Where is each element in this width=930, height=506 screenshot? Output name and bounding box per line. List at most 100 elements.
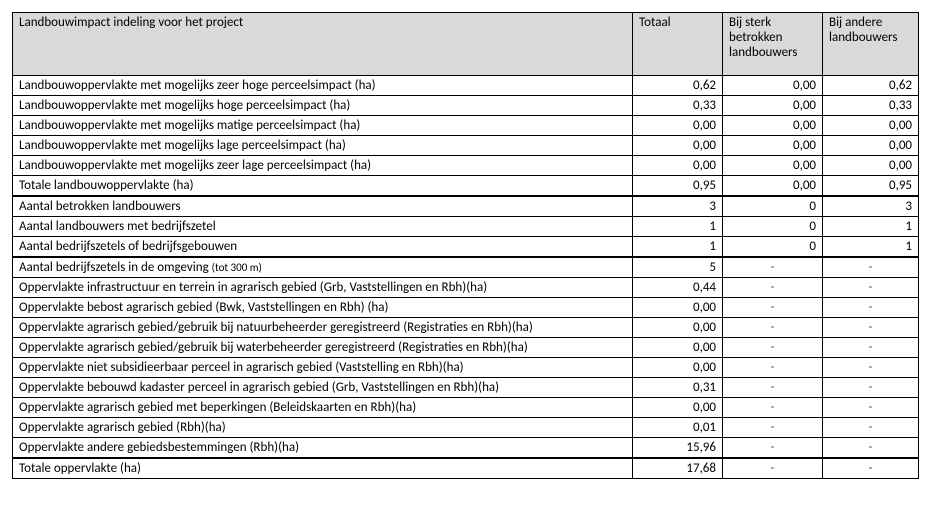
cell-andere: - xyxy=(823,378,919,398)
cell-totaal: 0,62 xyxy=(633,76,723,96)
row-label: Landbouwoppervlakte met mogelijks matige… xyxy=(13,116,633,136)
table-body: Landbouwoppervlakte met mogelijks zeer h… xyxy=(13,76,919,479)
row-label: Oppervlakte bebost agrarisch gebied (Bwk… xyxy=(13,298,633,318)
cell-sterk: - xyxy=(723,298,823,318)
table-row: Aantal bedrijfszetels in de omgeving (to… xyxy=(13,257,919,278)
cell-andere: 0,95 xyxy=(823,176,919,197)
cell-sterk: 0,00 xyxy=(723,116,823,136)
cell-andere: - xyxy=(823,278,919,298)
cell-sterk: - xyxy=(723,358,823,378)
table-header-row: Landbouwimpact indeling voor het project… xyxy=(13,13,919,76)
col-header-totaal: Totaal xyxy=(633,13,723,76)
row-label-suffix: (tot 300 m) xyxy=(212,261,262,274)
table-row: Oppervlakte agrarisch gebied met beperki… xyxy=(13,398,919,418)
cell-andere: - xyxy=(823,257,919,278)
cell-totaal: 0,00 xyxy=(633,136,723,156)
cell-sterk: 0 xyxy=(723,237,823,258)
col-header-label: Landbouwimpact indeling voor het project xyxy=(13,13,633,76)
table-row: Landbouwoppervlakte met mogelijks matige… xyxy=(13,116,919,136)
cell-sterk: - xyxy=(723,398,823,418)
row-label: Oppervlakte niet subsidieerbaar perceel … xyxy=(13,358,633,378)
cell-sterk: 0,00 xyxy=(723,156,823,176)
table-row: Aantal bedrijfszetels of bedrijfsgebouwe… xyxy=(13,237,919,258)
cell-totaal: 1 xyxy=(633,217,723,237)
cell-sterk: - xyxy=(723,458,823,479)
cell-totaal: 3 xyxy=(633,196,723,217)
table-row: Oppervlakte agrarisch gebied (Rbh)(ha)0,… xyxy=(13,418,919,438)
cell-andere: - xyxy=(823,358,919,378)
cell-andere: 0,00 xyxy=(823,136,919,156)
cell-andere: 0,62 xyxy=(823,76,919,96)
row-label: Oppervlakte agrarisch gebied/gebruik bij… xyxy=(13,338,633,358)
cell-sterk: 0 xyxy=(723,217,823,237)
row-label: Oppervlakte infrastructuur en terrein in… xyxy=(13,278,633,298)
row-label: Aantal betrokken landbouwers xyxy=(13,196,633,217)
cell-andere: - xyxy=(823,418,919,438)
row-label: Aantal bedrijfszetels of bedrijfsgebouwe… xyxy=(13,237,633,258)
cell-andere: - xyxy=(823,438,919,459)
cell-sterk: - xyxy=(723,418,823,438)
cell-sterk: - xyxy=(723,378,823,398)
cell-andere: 1 xyxy=(823,237,919,258)
row-label: Oppervlakte andere gebiedsbestemmingen (… xyxy=(13,438,633,459)
table-row: Landbouwoppervlakte met mogelijks hoge p… xyxy=(13,96,919,116)
row-label: Aantal bedrijfszetels in de omgeving (to… xyxy=(13,257,633,278)
cell-totaal: 0,44 xyxy=(633,278,723,298)
cell-andere: - xyxy=(823,298,919,318)
cell-totaal: 0,95 xyxy=(633,176,723,197)
cell-andere: 1 xyxy=(823,217,919,237)
cell-sterk: - xyxy=(723,318,823,338)
table-row: Landbouwoppervlakte met mogelijks lage p… xyxy=(13,136,919,156)
table-row: Oppervlakte agrarisch gebied/gebruik bij… xyxy=(13,338,919,358)
cell-totaal: 0,01 xyxy=(633,418,723,438)
table-row: Landbouwoppervlakte met mogelijks zeer h… xyxy=(13,76,919,96)
row-label: Oppervlakte agrarisch gebied (Rbh)(ha) xyxy=(13,418,633,438)
cell-sterk: - xyxy=(723,338,823,358)
row-label: Aantal landbouwers met bedrijfszetel xyxy=(13,217,633,237)
cell-totaal: 0,00 xyxy=(633,398,723,418)
cell-sterk: 0,00 xyxy=(723,96,823,116)
cell-andere: 0,00 xyxy=(823,156,919,176)
table-row: Aantal betrokken landbouwers303 xyxy=(13,196,919,217)
cell-sterk: 0 xyxy=(723,196,823,217)
row-label: Landbouwoppervlakte met mogelijks hoge p… xyxy=(13,96,633,116)
table-row: Oppervlakte andere gebiedsbestemmingen (… xyxy=(13,438,919,459)
cell-sterk: - xyxy=(723,257,823,278)
row-label: Landbouwoppervlakte met mogelijks zeer l… xyxy=(13,156,633,176)
cell-sterk: - xyxy=(723,278,823,298)
cell-totaal: 0,00 xyxy=(633,298,723,318)
table-row: Oppervlakte bebouwd kadaster perceel in … xyxy=(13,378,919,398)
cell-andere: 3 xyxy=(823,196,919,217)
row-label: Totale oppervlakte (ha) xyxy=(13,458,633,479)
row-label: Oppervlakte agrarisch gebied met beperki… xyxy=(13,398,633,418)
cell-andere: - xyxy=(823,318,919,338)
table-row: Oppervlakte infrastructuur en terrein in… xyxy=(13,278,919,298)
landbouwimpact-table: Landbouwimpact indeling voor het project… xyxy=(12,12,919,479)
cell-totaal: 0,00 xyxy=(633,358,723,378)
cell-andere: 0,33 xyxy=(823,96,919,116)
table-row: Aantal landbouwers met bedrijfszetel101 xyxy=(13,217,919,237)
table-row: Totale oppervlakte (ha)17,68-- xyxy=(13,458,919,479)
col-header-sterk: Bij sterk betrokken landbouwers xyxy=(723,13,823,76)
cell-andere: 0,00 xyxy=(823,116,919,136)
table-row: Oppervlakte niet subsidieerbaar perceel … xyxy=(13,358,919,378)
cell-sterk: 0,00 xyxy=(723,176,823,197)
cell-totaal: 0,33 xyxy=(633,96,723,116)
cell-totaal: 17,68 xyxy=(633,458,723,479)
cell-sterk: 0,00 xyxy=(723,76,823,96)
cell-andere: - xyxy=(823,458,919,479)
cell-totaal: 1 xyxy=(633,237,723,258)
cell-totaal: 0,00 xyxy=(633,156,723,176)
cell-totaal: 0,31 xyxy=(633,378,723,398)
col-header-andere: Bij andere landbouwers xyxy=(823,13,919,76)
row-label: Landbouwoppervlakte met mogelijks lage p… xyxy=(13,136,633,156)
row-label: Landbouwoppervlakte met mogelijks zeer h… xyxy=(13,76,633,96)
cell-sterk: 0,00 xyxy=(723,136,823,156)
cell-totaal: 5 xyxy=(633,257,723,278)
row-label: Oppervlakte bebouwd kadaster perceel in … xyxy=(13,378,633,398)
cell-andere: - xyxy=(823,398,919,418)
cell-totaal: 0,00 xyxy=(633,116,723,136)
cell-totaal: 0,00 xyxy=(633,338,723,358)
cell-andere: - xyxy=(823,338,919,358)
cell-totaal: 15,96 xyxy=(633,438,723,459)
